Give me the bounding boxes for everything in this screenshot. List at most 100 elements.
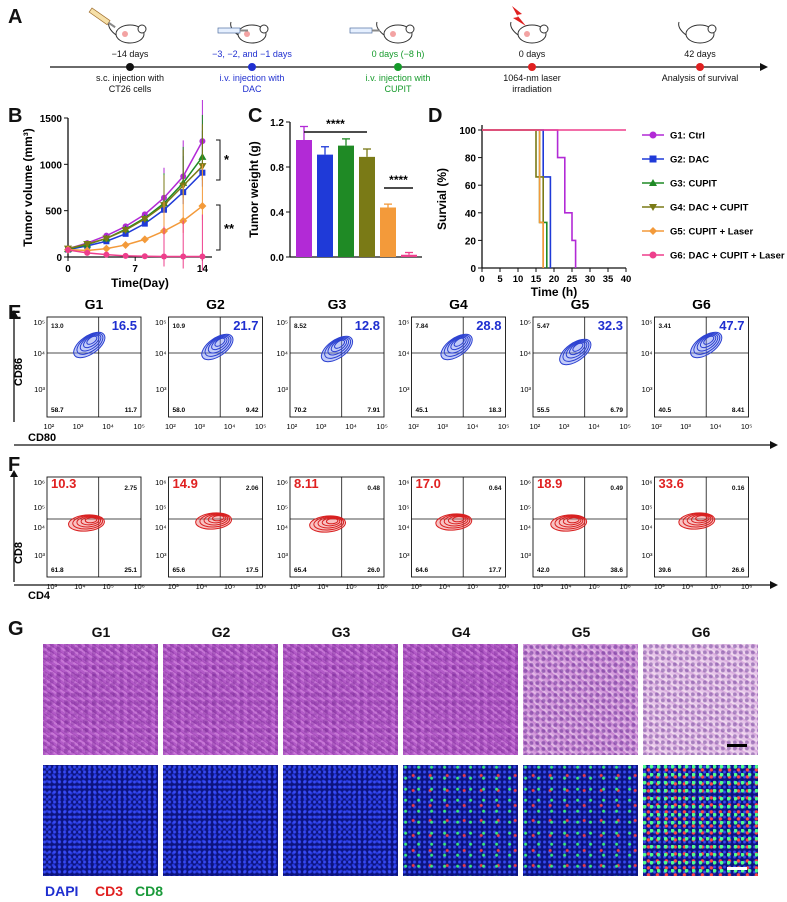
y-tick-label: 10³ [642,551,653,560]
panel-letter-a: A [8,6,23,28]
he-stain-image [523,644,638,755]
quadrant-ur-value: 2.75 [124,485,137,492]
he-stain-image [163,644,278,755]
y-tick-label: 0.8 [270,163,284,174]
x-tick-label: 10³ [46,582,57,591]
flow-plot-frame [411,476,506,578]
y-axis-title: CD86 [13,358,25,386]
mouse-icon [376,21,415,44]
group-title: G4 [449,300,468,312]
y-tick-label: 20 [465,236,477,247]
timeline-panel [0,0,787,100]
contour-ring [317,516,343,529]
x-tick-label: 10² [529,422,540,431]
contour-ring [693,332,721,355]
x-tick-label: 10⁴ [682,582,694,591]
timeline-event-label: 1064-nm laser irradiation [503,73,561,94]
x-tick-label: 10⁵ [255,422,266,431]
contour-ring [443,334,471,357]
timeline-event-label: s.c. injection with CT26 cells [95,73,165,94]
contour-ring [447,335,469,354]
sig-star: **** [389,173,408,187]
legend-label: G3: CUPIT [670,179,717,190]
immunofluorescence-image [403,765,518,876]
sig-star: * [224,152,230,167]
x-tick-label: 10⁵ [467,582,478,591]
survival-curve [482,129,544,268]
scale-bar [727,867,747,870]
contour-ring [203,513,229,526]
contour-ring [565,340,588,359]
x-tick-label: 10⁴ [439,582,451,591]
y-tick-label: 10⁶ [277,478,288,487]
timeline-dot [126,63,134,71]
y-tick-label: 10⁵ [641,318,652,327]
quadrant-lr-value: 18.3 [489,407,502,414]
quadrant-ur-value: 32.3 [598,318,623,333]
legend-marker [649,155,657,163]
he-stain-image [403,644,518,755]
y-tick-label: 10⁴ [33,349,45,358]
y-tick-label: 10⁶ [520,478,531,487]
x-tick-label: 10² [408,422,419,431]
timeline-event-label: i.v. injection with DAC [219,73,285,94]
y-tick-label: 10⁵ [520,318,531,327]
timeline-dots [126,63,704,71]
y-tick-label: 10⁴ [276,349,288,358]
y-axis-title: Survial (%) [435,168,449,230]
contour-ring [452,516,465,523]
quadrant-ul-value: 17.0 [416,476,441,491]
x-tick-label: 10⁵ [345,582,356,591]
timeline-time-label: −3, −2, and −1 days [212,49,292,59]
y-tick-label: 10³ [399,551,410,560]
y-tick-label: 10³ [277,385,288,394]
y-tick-label: 10⁴ [398,523,410,532]
x-tick-label: 10⁵ [619,422,630,431]
legend-marker [649,204,657,211]
contour-ring [86,335,98,345]
data-point [102,244,111,253]
x-tick-label: 10⁶ [498,582,509,591]
y-tick-label: 1000 [40,160,63,171]
data-point [121,227,130,235]
quadrant-ur-value: 0.48 [367,485,380,492]
x-tick-label: 10² [43,422,54,431]
quadrant-ur-value: 12.8 [355,318,380,333]
quadrant-lr-value: 26.0 [367,567,380,574]
quadrant-lr-value: 26.6 [732,567,745,574]
cd8-cd4-flow-panel: 10.3 2.75 61.8 25.1 10³ 10⁴ 10⁵ 10⁶ 10⁶ 10⁵ 10⁴ 10³… [10,470,778,602]
legend-label: G6: DAC + CUPIT + Laser [670,251,785,262]
data-point [199,253,206,260]
quadrant-ll-value: 45.1 [416,407,429,414]
y-tick-label: 10³ [277,551,288,560]
mouse-body [383,24,413,44]
contour-ring [562,339,590,362]
contour-ring [80,516,100,526]
contour-ring [324,336,352,359]
mouse-body [685,24,715,44]
quadrant-ll-value: 40.5 [659,407,672,414]
sig-star: **** [326,117,345,131]
contour-ring [199,513,231,528]
x-tick-label: 5 [497,274,503,285]
x-tick-label: 10² [165,422,176,431]
y-tick-label: 10⁵ [277,318,288,327]
quadrant-lr-value: 11.7 [125,407,138,414]
y-tick-label: 10³ [34,551,45,560]
contour-ring [695,515,708,522]
x-tick-label: 10⁴ [317,582,329,591]
survival-curve [482,129,548,268]
data-point [121,240,130,249]
quadrant-ll-value: 65.4 [294,567,307,574]
quadrant-ul-value: 8.52 [294,323,307,330]
stain-legend-label: CD8 [135,883,164,899]
x-tick-label: 10³ [559,422,570,431]
quadrant-ur-value: 21.7 [233,318,258,333]
x-tick-label: 10³ [168,582,179,591]
stain-legend-label: DAPI [45,883,79,899]
contour-ring [569,341,586,356]
y-tick-label: 0.0 [270,253,284,264]
x-tick-label: 10⁵ [710,582,721,591]
flow-plot-frame [46,476,142,578]
